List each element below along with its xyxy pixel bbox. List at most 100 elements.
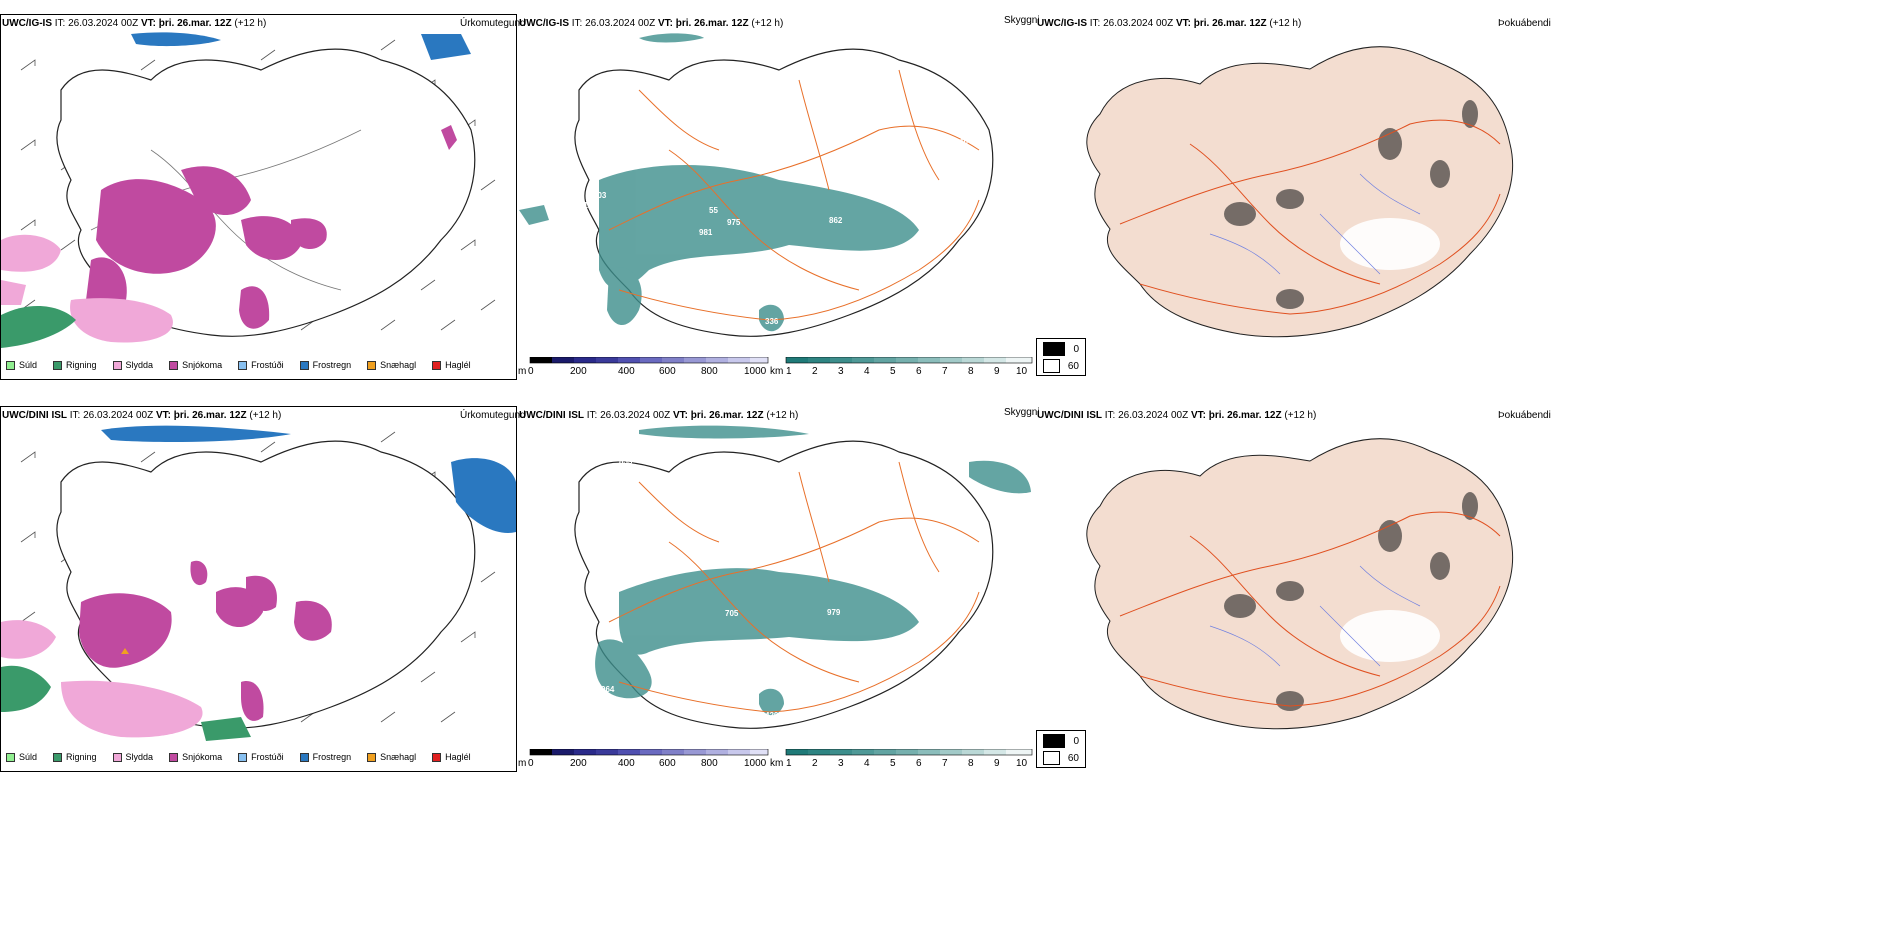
legend-item: Snjókoma	[169, 752, 222, 762]
rain-areas	[1, 665, 251, 741]
legend-item: Haglél	[432, 360, 471, 370]
valid-prefix: VT:	[1175, 18, 1191, 29]
panel-title-fog: Þokuábendi	[1498, 18, 1551, 29]
svg-text:964: 964	[601, 685, 615, 694]
roads	[608, 461, 980, 713]
freezing-rain-areas	[101, 425, 516, 533]
roads	[1119, 119, 1501, 315]
panel-title-fog: Þokuábendi	[1498, 410, 1551, 421]
height-colorbar-swatches	[530, 357, 768, 363]
panel-header: UWC/IG-IS IT: 26.03.2024 00Z VT: þri. 26…	[519, 17, 783, 30]
visibility-colorbar-row2: km 1 2 3 4 5 6 7 8 9 10	[770, 749, 1035, 769]
fog-legend-row1: 0 60	[1036, 338, 1086, 376]
vis-tick: 9	[994, 366, 1000, 377]
legend-item: Snjókoma	[169, 360, 222, 370]
fog-light-area	[1340, 218, 1440, 270]
lead-time: (+12 h)	[751, 18, 784, 29]
valid-time: þri. 26.mar. 12Z	[158, 18, 232, 29]
visibility-colorbar-swatches	[786, 749, 1032, 755]
svg-text:862: 862	[829, 216, 843, 225]
vis-tick: 6	[916, 758, 922, 769]
model-name: UWC/DINI ISL	[2, 410, 67, 421]
svg-text:705: 705	[725, 609, 739, 618]
height-tick: 400	[618, 758, 635, 769]
precip-legend-row2: Súld Rigning Slydda Snjókoma Frostúði Fr…	[6, 752, 471, 762]
valid-time: þri. 26.mar. 12Z	[1193, 18, 1267, 29]
sleet-areas	[1, 620, 203, 738]
model-name: UWC/DINI ISL	[519, 410, 584, 421]
iceland-map-precip-row2	[1, 425, 516, 741]
elevation-labels: 833 84 705 979 420 964	[601, 449, 841, 720]
rivers	[1209, 565, 1421, 667]
height-tick: 200	[570, 366, 587, 377]
legend-item: Súld	[6, 752, 37, 762]
visibility-unit: km	[770, 758, 783, 769]
elevation-labels: 503 51 55 975 981 862 46 336	[579, 137, 968, 326]
visibility-fog-area	[595, 425, 1031, 716]
freezing-rain-areas	[131, 32, 471, 60]
legend-item: Frostúði	[238, 752, 284, 762]
panel-title-visibility: Skyggni	[1004, 15, 1040, 26]
height-colorbar-swatches	[530, 749, 768, 755]
height-tick: 200	[570, 758, 587, 769]
height-tick: 0	[528, 366, 534, 377]
vis-tick: 10	[1016, 366, 1028, 377]
visibility-colorbar-swatches	[786, 357, 1032, 363]
valid-time: þri. 26.mar. 12Z	[690, 410, 764, 421]
height-tick: 400	[618, 366, 635, 377]
panel-header: UWC/IG-IS IT: 26.03.2024 00Z VT: þri. 26…	[2, 17, 266, 30]
vis-tick: 9	[994, 758, 1000, 769]
vis-tick: 2	[812, 758, 818, 769]
lead-time: (+12 h)	[1269, 18, 1302, 29]
fog-light-area	[1340, 610, 1440, 662]
height-unit: m	[518, 758, 526, 769]
lead-time: (+12 h)	[234, 18, 267, 29]
legend-item: Haglél	[432, 752, 471, 762]
panel-title-visibility: Skyggni	[1004, 407, 1040, 418]
legend-item: Frostregn	[299, 360, 351, 370]
iceland-land	[1086, 438, 1514, 730]
init-time: IT: 26.03.2024 00Z	[571, 18, 656, 29]
legend-item: Rigning	[53, 360, 97, 370]
snow-pellet-spot	[121, 648, 129, 654]
model-name: UWC/IG-IS	[2, 18, 52, 29]
legend-item: Snæhagl	[367, 360, 416, 370]
svg-text:420: 420	[765, 711, 779, 720]
roads	[1119, 511, 1501, 707]
roads	[608, 69, 980, 321]
vis-tick: 8	[968, 366, 974, 377]
vis-tick: 1	[786, 758, 792, 769]
height-colorbar-row2: m 0 200 400 600 800 1000	[518, 749, 770, 769]
svg-text:336: 336	[765, 317, 779, 326]
panel-header: UWC/DINI ISL IT: 26.03.2024 00Z VT: þri.…	[519, 409, 798, 422]
iceland-map-fog-row1	[1086, 46, 1514, 338]
map-frame	[0, 14, 517, 380]
vis-tick: 1	[786, 366, 792, 377]
panel-header: UWC/DINI ISL IT: 26.03.2024 00Z VT: þri.…	[1037, 409, 1316, 422]
height-colorbar-row1: m 0 200 400 600 800 1000	[518, 357, 770, 377]
vis-tick: 3	[838, 758, 844, 769]
svg-text:55: 55	[709, 206, 718, 215]
legend-item: Frostúði	[238, 360, 284, 370]
model-name: UWC/DINI ISL	[1037, 410, 1102, 421]
init-time: IT: 26.03.2024 00Z	[586, 410, 671, 421]
height-tick: 1000	[744, 758, 767, 769]
lead-time: (+12 h)	[249, 410, 282, 421]
panel-header: UWC/IG-IS IT: 26.03.2024 00Z VT: þri. 26…	[1037, 17, 1301, 30]
svg-text:84: 84	[637, 449, 646, 458]
iceland-map-visibility-row2: 833 84 705 979 420 964	[574, 425, 1031, 729]
valid-time: þri. 26.mar. 12Z	[675, 18, 749, 29]
panel-title-precip: Úrkomutegund	[460, 18, 526, 29]
model-name: UWC/IG-IS	[1037, 18, 1087, 29]
svg-text:503: 503	[593, 191, 607, 200]
valid-prefix: VT:	[1190, 410, 1206, 421]
visibility-unit: km	[770, 366, 783, 377]
lead-time: (+12 h)	[1284, 410, 1317, 421]
precip-type-panel-row2	[0, 406, 517, 772]
valid-time: þri. 26.mar. 12Z	[173, 410, 247, 421]
legend-item: Frostregn	[299, 752, 351, 762]
legend-item: Slydda	[112, 752, 153, 762]
rain-areas	[1, 305, 76, 348]
height-tick: 0	[528, 758, 534, 769]
fog-dark-patches	[1224, 100, 1478, 309]
